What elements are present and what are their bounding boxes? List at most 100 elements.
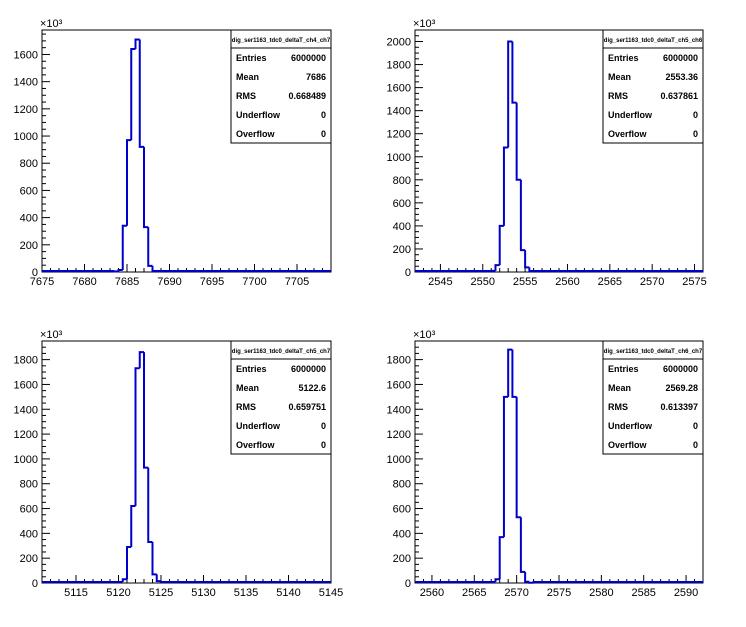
y-tick-label: 1000: [14, 131, 38, 143]
stats-value-overflow: 0: [693, 440, 698, 450]
y-tick-label: 0: [32, 267, 38, 279]
x-tick-label: 2545: [428, 276, 452, 288]
x-tick-label: 2565: [598, 276, 622, 288]
y-tick-label: 600: [20, 185, 38, 197]
stats-label-mean: Mean: [236, 383, 259, 393]
stats-value-rms: 0.637861: [660, 91, 698, 101]
stats-box-frame: [231, 30, 331, 143]
y-tick-label: 200: [393, 553, 411, 565]
stats-value-underflow: 0: [321, 421, 326, 431]
y-tick-label: 1400: [387, 106, 411, 118]
y-tick-label: 1600: [387, 379, 411, 391]
x-tick-label: 7695: [200, 276, 224, 288]
histogram-bin: [512, 42, 516, 103]
x-tick-label: 2560: [555, 276, 579, 288]
histogram-baseline-right: [529, 267, 703, 271]
x-tick-label: 2575: [682, 276, 706, 288]
stats-value-overflow: 0: [693, 129, 698, 139]
stats-box-title: dig_ser1163_tdc0_deltaT_ch5_ch7: [232, 349, 331, 355]
y-tick-label: 1600: [14, 49, 38, 61]
y-tick-label: 400: [393, 221, 411, 233]
stats-label-overflow: Overflow: [608, 440, 648, 450]
histogram-bin: [127, 547, 131, 579]
y-tick-label: 600: [393, 504, 411, 516]
x-tick-label: 2580: [589, 587, 613, 599]
stats-label-overflow: Overflow: [608, 129, 648, 139]
y-tick-label: 600: [393, 198, 411, 210]
y-tick-label: 800: [393, 479, 411, 491]
y-tick-label: 0: [405, 578, 411, 590]
histogram-bin: [157, 574, 161, 581]
histogram-bin: [153, 542, 157, 574]
stats-label-underflow: Underflow: [236, 110, 281, 120]
stats-box-title: dig_ser1163_tdc0_deltaT_ch5_ch6: [604, 38, 703, 44]
histogram-bin: [500, 226, 504, 265]
y-tick-label: 800: [20, 158, 38, 170]
x-tick-label: 5115: [64, 587, 88, 599]
stats-value-entries: 6000000: [663, 53, 698, 63]
x-tick-label: 7705: [285, 276, 309, 288]
histogram-bin: [500, 537, 504, 579]
x-tick-label: 5145: [319, 587, 343, 599]
y-tick-label: 0: [32, 578, 38, 590]
x-tick-label: 7690: [157, 276, 181, 288]
stats-box-frame: [603, 30, 703, 143]
y-tick-label: 1200: [14, 104, 38, 116]
stats-value-entries: 6000000: [291, 53, 326, 63]
stats-box: dig_ser1163_tdc0_deltaT_ch6_ch7 Entries …: [603, 341, 703, 454]
y-tick-label: 200: [20, 240, 38, 252]
histogram-bin: [521, 517, 525, 572]
y-tick-label: 800: [20, 479, 38, 491]
x-tick-label: 2585: [631, 587, 655, 599]
y-tick-label: 200: [20, 553, 38, 565]
stats-label-mean: Mean: [608, 72, 631, 82]
x-tick-label: 5140: [276, 587, 300, 599]
histogram-bin: [136, 368, 140, 506]
x-tick-label: 2570: [504, 587, 528, 599]
histogram-bin: [140, 40, 144, 147]
stats-label-entries: Entries: [236, 53, 267, 63]
stats-label-overflow: Overflow: [236, 440, 276, 450]
stats-value-rms: 0.613397: [660, 402, 698, 412]
x-tick-label: 2590: [674, 587, 698, 599]
stats-label-overflow: Overflow: [236, 129, 276, 139]
y-tick-label: 600: [20, 504, 38, 516]
y-tick-label: 200: [393, 244, 411, 256]
histogram-bin: [127, 140, 131, 226]
x-tick-label: 7685: [115, 276, 139, 288]
stats-value-mean: 7686: [306, 72, 326, 82]
stats-value-rms: 0.668489: [288, 91, 326, 101]
stats-value-underflow: 0: [321, 110, 326, 120]
stats-box: dig_ser1163_tdc0_deltaT_ch5_ch7 Entries …: [231, 341, 331, 454]
x-tick-label: 5125: [149, 587, 173, 599]
stats-value-underflow: 0: [693, 421, 698, 431]
y-tick-label: 1000: [14, 454, 38, 466]
y-multiplier-label: ×10³: [40, 18, 63, 30]
y-tick-label: 800: [393, 175, 411, 187]
histogram-bin: [504, 148, 508, 226]
histogram-bin: [123, 579, 127, 582]
histogram-bin: [123, 226, 127, 270]
y-tick-label: 1200: [387, 429, 411, 441]
y-tick-label: 0: [405, 267, 411, 279]
y-multiplier-label: ×10³: [413, 329, 436, 341]
histogram-bin: [131, 506, 135, 547]
x-tick-label: 7700: [242, 276, 266, 288]
stats-label-entries: Entries: [236, 364, 267, 374]
stats-label-underflow: Underflow: [608, 110, 653, 120]
stats-value-entries: 6000000: [291, 364, 326, 374]
stats-box: dig_ser1163_tdc0_deltaT_ch5_ch6 Entries …: [603, 30, 703, 143]
y-tick-label: 1600: [14, 379, 38, 391]
histogram-bin: [525, 250, 529, 267]
stats-label-mean: Mean: [236, 72, 259, 82]
histogram-bin: [495, 579, 499, 582]
histogram-bin: [131, 49, 135, 140]
histogram-bin: [517, 397, 521, 517]
histogram-bin: [525, 572, 529, 582]
stats-value-mean: 2569.28: [665, 383, 698, 393]
stats-label-rms: RMS: [236, 402, 256, 412]
